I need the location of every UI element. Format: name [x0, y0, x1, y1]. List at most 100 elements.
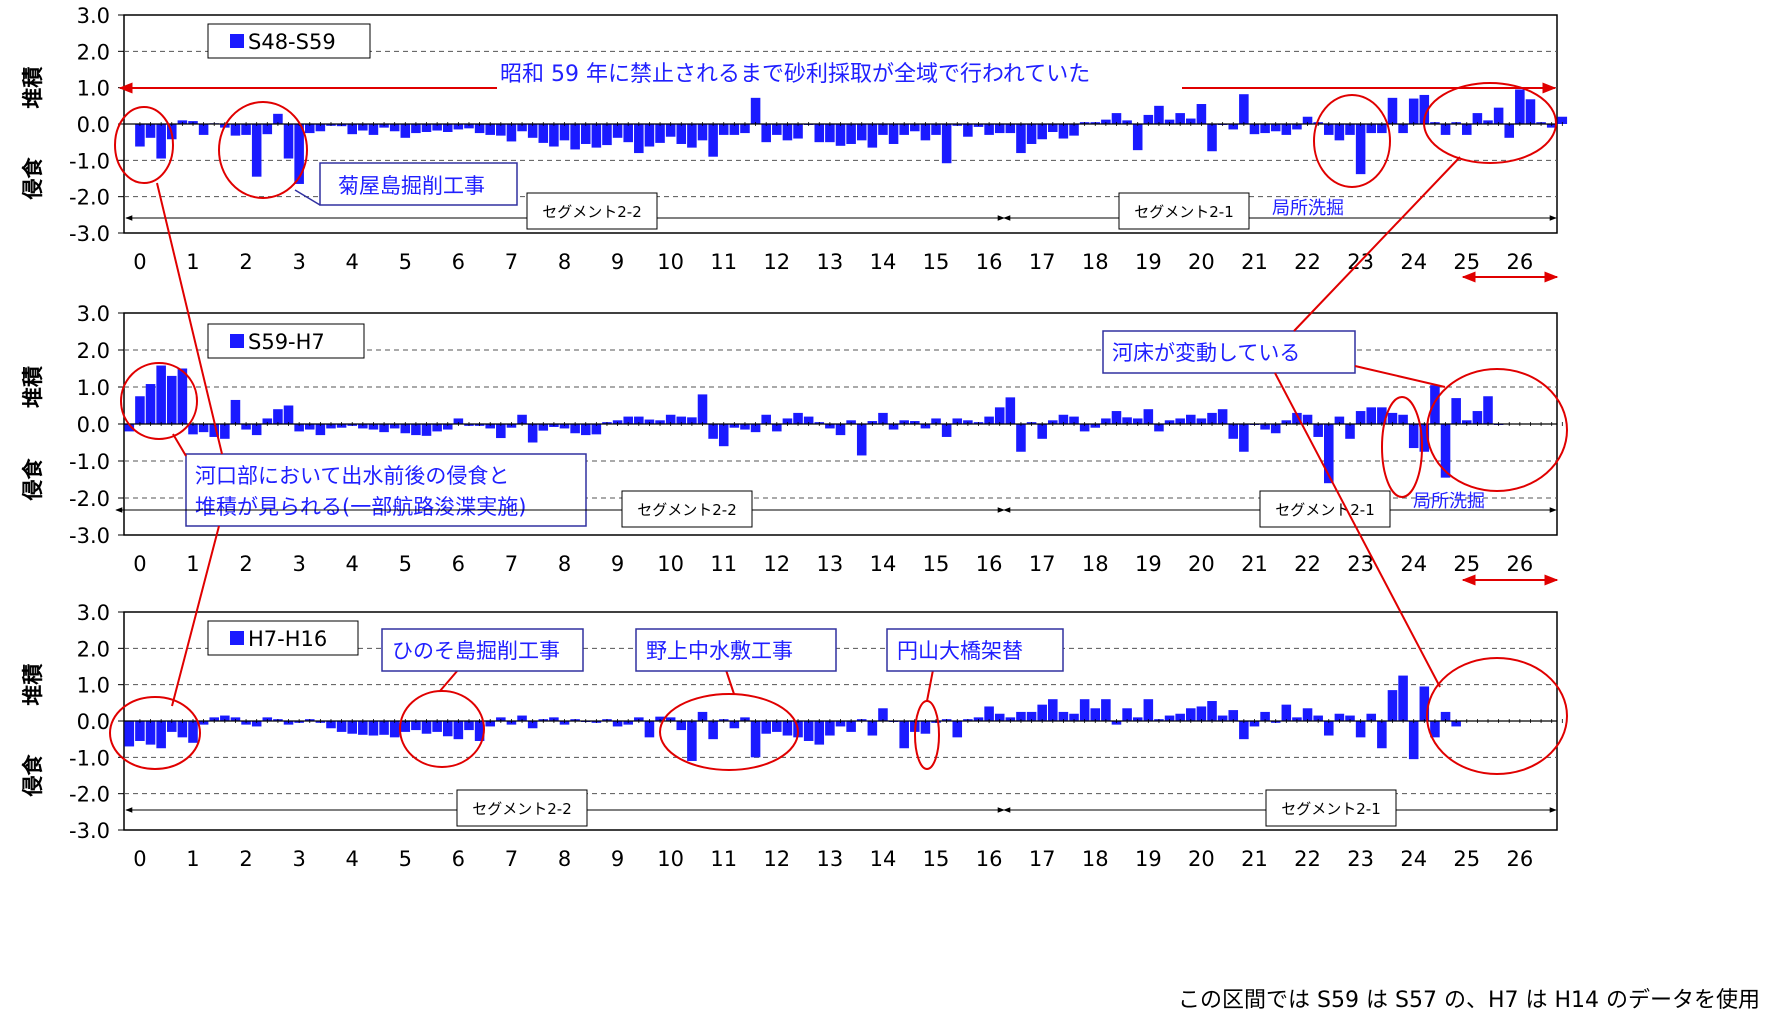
bar — [697, 711, 708, 721]
x-tick-label: 8 — [558, 250, 571, 274]
x-tick-label: 1 — [186, 847, 199, 871]
bar — [177, 721, 188, 738]
bar — [1005, 124, 1016, 134]
bar — [687, 124, 697, 148]
bar — [729, 721, 740, 729]
x-tick-label: 18 — [1082, 250, 1109, 274]
x-tick-label: 1 — [186, 552, 199, 576]
bar — [761, 124, 771, 143]
bar — [1292, 124, 1302, 130]
y-tick-label: -1.0 — [69, 746, 110, 770]
x-tick-label: 13 — [817, 552, 844, 576]
bar — [1472, 113, 1483, 124]
local-scour-label-2: 局所洗掘 — [1413, 491, 1485, 512]
x-tick-label: 2 — [239, 847, 252, 871]
bar — [1260, 124, 1270, 134]
bar — [283, 405, 294, 424]
bar — [1345, 715, 1355, 721]
bar — [1472, 411, 1483, 424]
bar — [602, 124, 612, 146]
bar — [1398, 124, 1408, 134]
bar — [1048, 699, 1058, 721]
bar — [1419, 94, 1430, 124]
bar — [315, 424, 326, 436]
bar — [1260, 711, 1270, 721]
bar — [952, 418, 963, 424]
y-tick-label: -2.0 — [69, 186, 110, 210]
bar — [1270, 424, 1281, 434]
x-tick-label: 9 — [611, 847, 624, 871]
y-tick-label: 1.0 — [77, 674, 110, 698]
footnote: この区間では S59 は S57 の、H7 は H14 のデータを使用 — [1178, 988, 1760, 1013]
bar — [442, 124, 453, 132]
callout-nogami-label: 野上中水敷工事 — [646, 639, 793, 663]
y-tick-label: 0.0 — [77, 710, 110, 734]
bar — [220, 715, 230, 721]
y-tick-label: 1.0 — [77, 77, 110, 101]
bar — [432, 721, 442, 732]
bar — [527, 124, 538, 138]
bar — [198, 124, 209, 135]
bar — [1164, 715, 1175, 721]
bar — [453, 721, 464, 740]
bar — [580, 124, 591, 144]
circle-upstream-3 — [1426, 657, 1568, 775]
x-tick-label: 16 — [976, 250, 1003, 274]
bar — [1175, 113, 1185, 124]
bar — [496, 124, 506, 136]
y-label-erosion: 侵食 — [21, 157, 45, 201]
bar — [1101, 699, 1111, 721]
x-tick-label: 20 — [1188, 250, 1215, 274]
x-tick-label: 11 — [710, 847, 737, 871]
bar — [358, 124, 368, 131]
bar — [623, 416, 633, 424]
segment-2-2-label-1: セグメント2-2 — [542, 203, 642, 221]
bar — [1143, 409, 1154, 424]
bar — [1005, 397, 1016, 424]
bar — [644, 419, 655, 424]
x-tick-label: 4 — [346, 552, 359, 576]
callout-kikuya-leader — [294, 189, 321, 206]
legend-swatch — [230, 631, 244, 645]
bar — [559, 424, 570, 429]
bar — [262, 418, 273, 424]
bar — [251, 721, 262, 727]
bar — [1313, 715, 1323, 721]
x-tick-label: 24 — [1400, 250, 1427, 274]
bar — [591, 124, 602, 148]
bar — [177, 368, 188, 424]
bar — [294, 424, 304, 432]
bar — [772, 124, 782, 135]
bar — [1143, 114, 1154, 124]
callout-hinoso-label: ひのそ島掘削工事 — [392, 639, 560, 663]
bar — [485, 424, 495, 429]
bar — [1186, 708, 1196, 721]
bar — [421, 124, 432, 132]
bar — [1037, 424, 1047, 439]
bar — [1101, 418, 1111, 424]
bar — [432, 424, 442, 432]
bar — [1408, 424, 1419, 449]
y-label-deposition: 堆積 — [21, 66, 45, 109]
x-tick-label: 12 — [763, 250, 790, 274]
bar — [814, 124, 825, 143]
bar — [931, 124, 941, 135]
bar — [326, 721, 336, 729]
bar — [1079, 424, 1090, 432]
bar — [835, 721, 846, 727]
bar — [1451, 398, 1461, 424]
bar — [687, 721, 697, 761]
bar — [1408, 721, 1419, 760]
bar — [718, 424, 729, 447]
bar — [1154, 424, 1164, 432]
bar — [740, 124, 750, 134]
bar — [761, 721, 771, 734]
x-tick-label: 11 — [710, 552, 737, 576]
leader-maruyama — [926, 669, 934, 702]
x-tick-label: 24 — [1400, 552, 1427, 576]
bar — [570, 424, 580, 434]
bar — [135, 721, 145, 741]
x-tick-label: 10 — [657, 250, 684, 274]
bar — [708, 124, 718, 157]
panel2-annotations: 河口部において出水前後の侵食と 堆積が見られる(一部航路浚渫実施) 河床が変動し… — [115, 330, 1568, 586]
